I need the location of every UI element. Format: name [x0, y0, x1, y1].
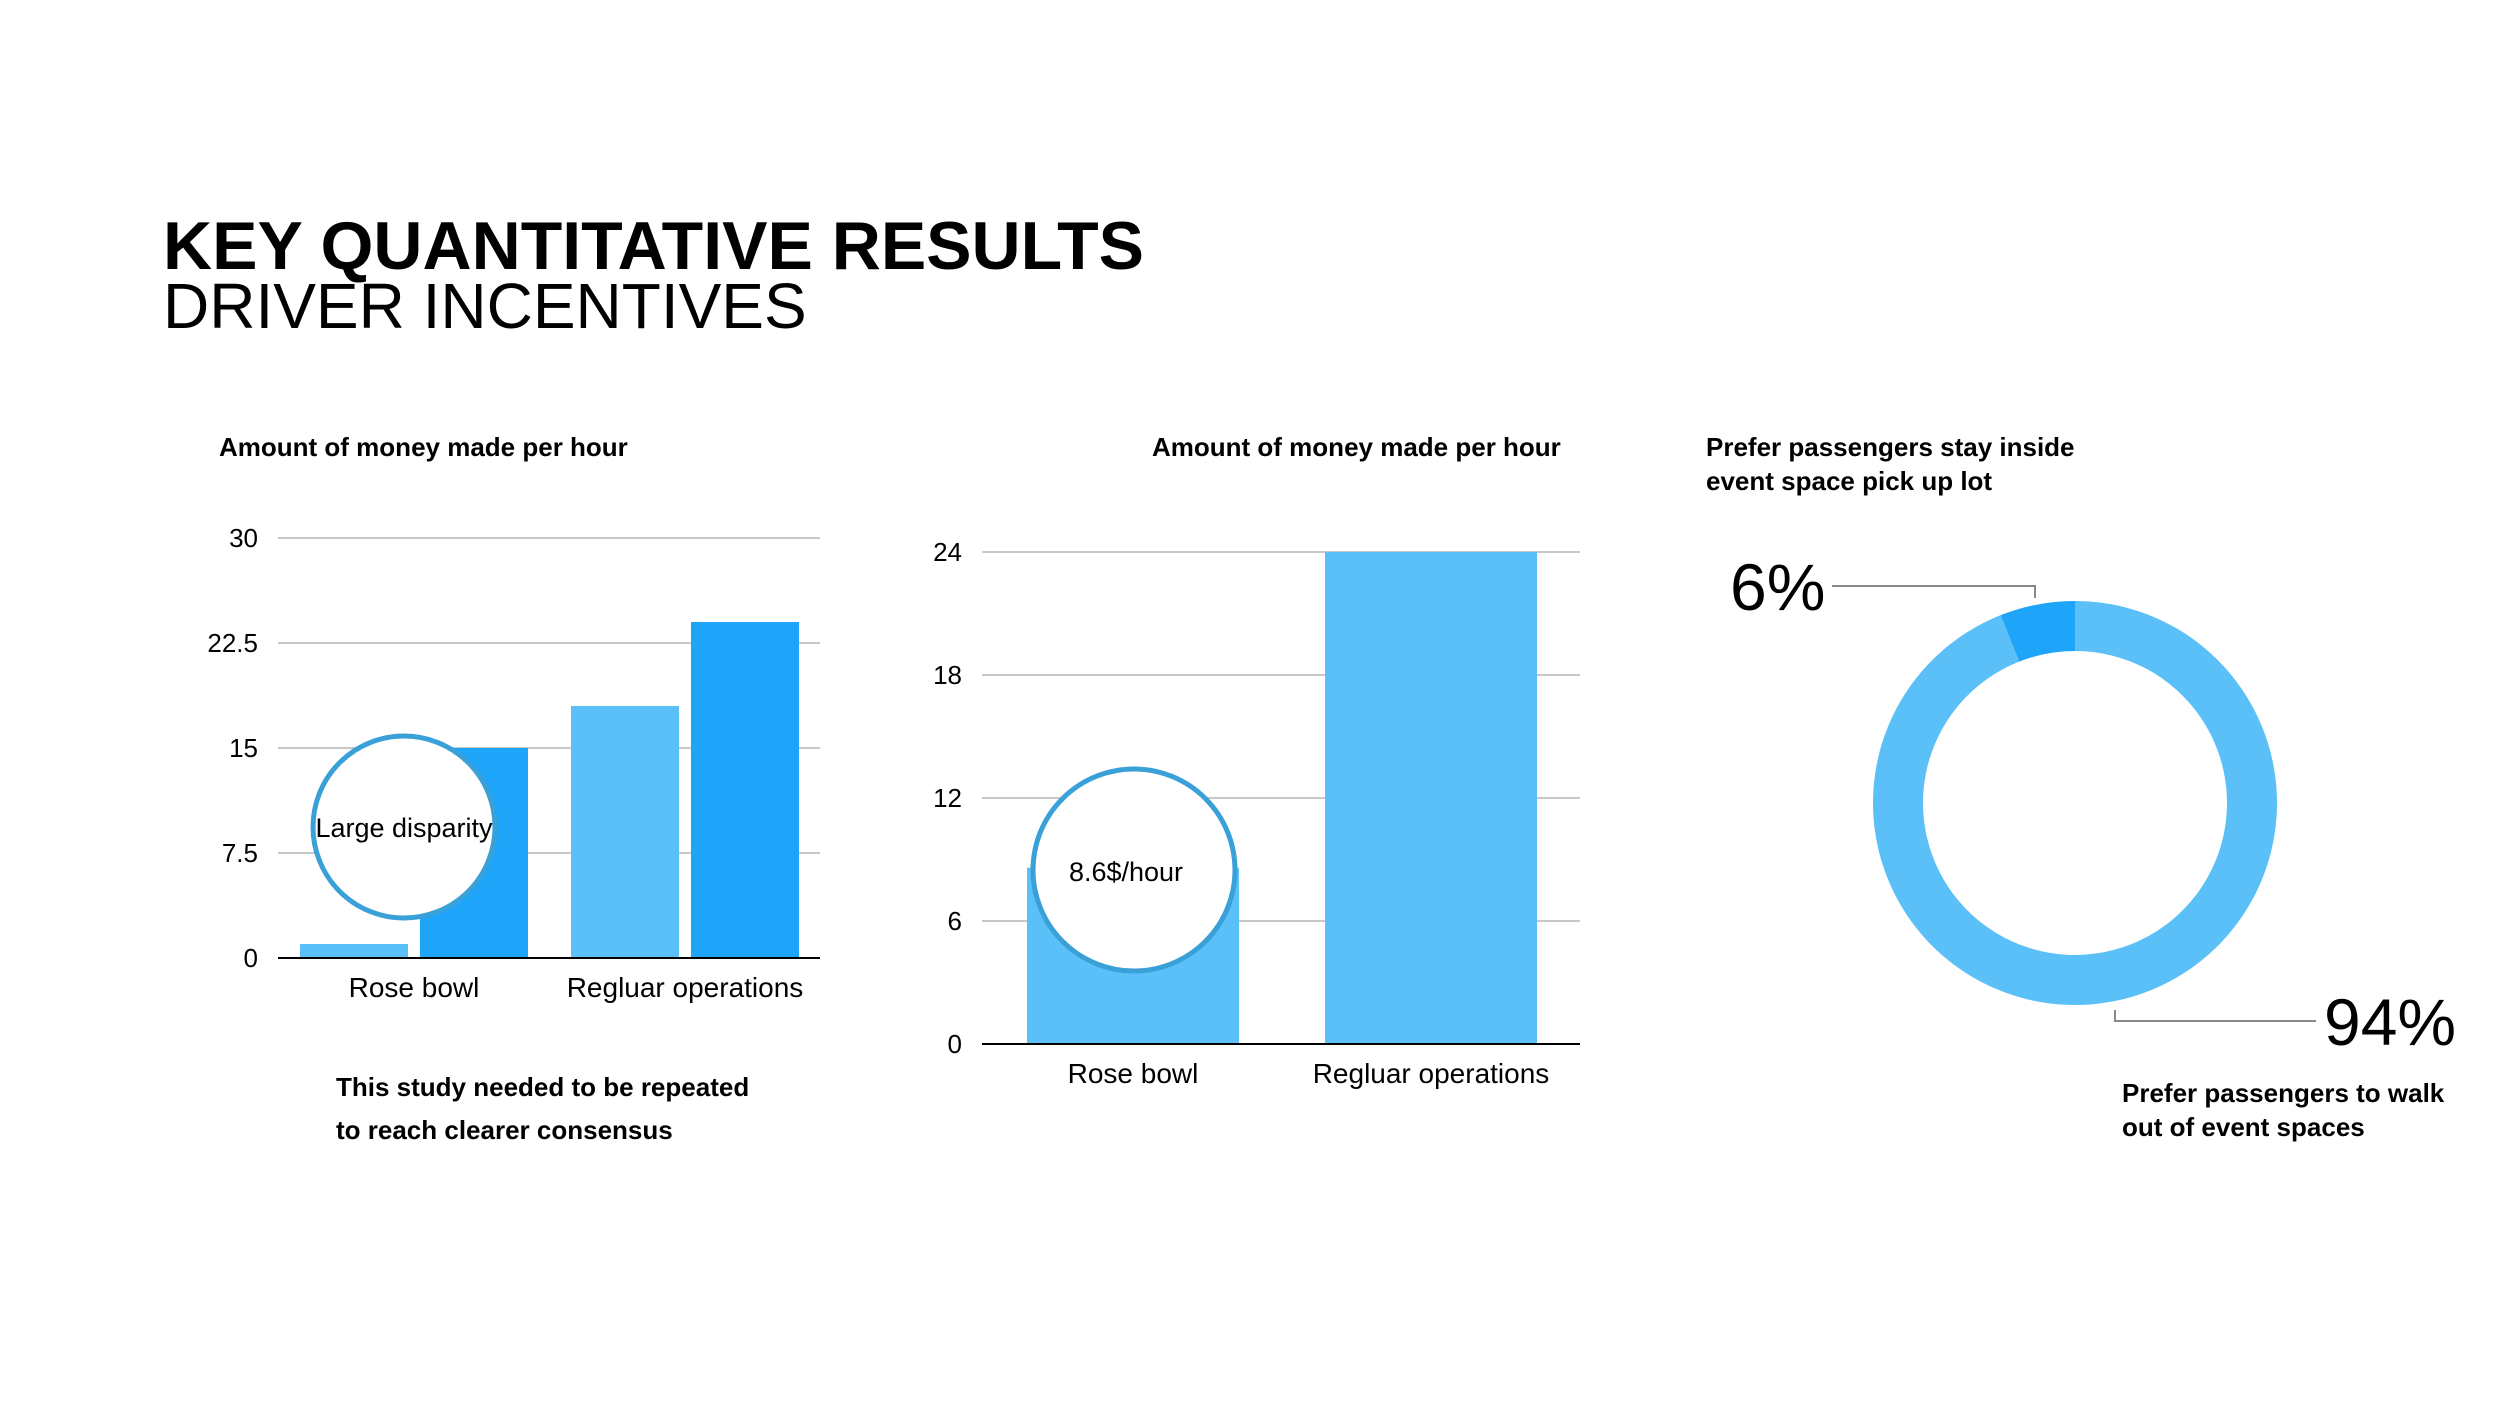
chart2-category-label: Regluar operations — [1313, 1058, 1550, 1089]
chart1-note-line-1: This study needed to be repeated — [336, 1072, 750, 1102]
chart2-ytick-label: 12 — [933, 783, 962, 813]
chart2-ytick-label: 6 — [948, 906, 962, 936]
chart2-ytick-label: 18 — [933, 660, 962, 690]
donut-label-walk-line-1: Prefer passengers to walk — [2122, 1078, 2445, 1108]
chart2-ytick-label: 0 — [948, 1029, 962, 1059]
chart2-bar — [1325, 552, 1537, 1044]
chart1-ytick-label: 15 — [229, 733, 258, 763]
donut-label-walk: Prefer passengers to walk out of event s… — [2122, 1077, 2444, 1145]
chart1-bar — [691, 622, 799, 958]
donut-pct-label: 6% — [1730, 550, 1825, 624]
chart1-ytick-label: 0 — [244, 943, 258, 973]
page-title: KEY QUANTITATIVE RESULTS — [163, 208, 1145, 284]
chart1-category-label: Regluar operations — [567, 972, 804, 1003]
chart2-ytick-label: 24 — [933, 537, 962, 567]
chart2-category-label: Rose bowl — [1068, 1058, 1199, 1089]
chart2-callout-text: 8.6$/hour — [1069, 857, 1183, 887]
chart1-callout-circle — [310, 733, 498, 921]
chart1-ytick-label: 30 — [229, 523, 258, 553]
chart1-svg: 0 7.5 15 22.5 30 Rose bowl Regluar operations L… — [207, 523, 820, 1003]
chart1-callout-text: Large disparity — [315, 813, 493, 843]
chart1-title: Amount of money made per hour — [219, 432, 628, 462]
page-subtitle: DRIVER INCENTIVES — [163, 270, 807, 342]
donut-label-walk-line-2: out of event spaces — [2122, 1111, 2365, 1142]
chart2-callout-circle — [1030, 766, 1238, 974]
donut-pct-label: 94% — [2324, 985, 2456, 1059]
chart1-bar — [300, 944, 408, 958]
chart1-note-line-2: to reach clearer consensus — [336, 1115, 673, 1145]
chart1-ytick-label: 22.5 — [207, 628, 258, 658]
donut-slice — [2000, 601, 2075, 662]
chart2-title: Amount of money made per hour — [1152, 432, 1561, 462]
chart2-svg: 0 6 12 18 24 Rose bowl Regluar operations 8.6$/… — [933, 537, 1580, 1089]
donut-slice — [1872, 601, 2277, 1006]
chart1-ytick-label: 7.5 — [222, 838, 258, 868]
donut-label-inside-line-2: event space pick up lot — [1706, 465, 1993, 496]
chart1-bar — [571, 706, 679, 958]
chart1-note: This study needed to be repeated to reac… — [336, 1066, 749, 1152]
donut-label-inside-line-1: Prefer passengers stay inside — [1706, 432, 2075, 462]
chart1-category-label: Rose bowl — [349, 972, 480, 1003]
donut-label-inside: Prefer passengers stay inside event spac… — [1706, 431, 2075, 499]
donut-leader-line — [2114, 1010, 2316, 1022]
donut-leader-line — [1832, 585, 2036, 598]
